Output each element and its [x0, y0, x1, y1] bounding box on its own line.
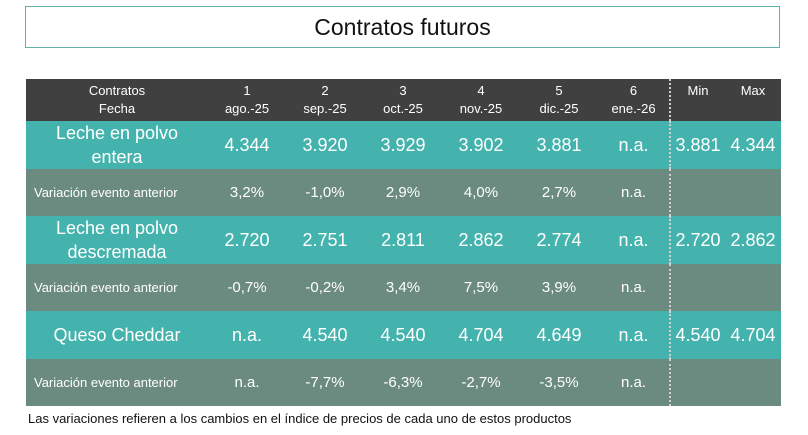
product-row-queso-cheddar: Queso Cheddar n.a. 4.540 4.540 4.704 4.6… [26, 311, 781, 359]
contract-number: 1 [243, 83, 251, 98]
variation-cell: -2,7% [461, 374, 501, 391]
price-cell: 2.774 [536, 229, 582, 250]
price-cell: n.a. [231, 324, 263, 345]
variation-cell: -3,5% [539, 374, 579, 391]
header-contract-1: 1 ago.-25 [208, 79, 286, 121]
empty-cell [725, 359, 781, 406]
contract-date: dic.-25 [539, 101, 579, 116]
price-cell: 3.881 [536, 134, 582, 155]
product-row-leche-descremada: Leche en polvo descremada 2.720 2.751 2.8… [26, 216, 781, 264]
price-cell: 4.540 [380, 324, 426, 345]
contract-date: sep.-25 [303, 101, 347, 116]
price-cell: n.a. [598, 121, 671, 169]
product-name-line2: entera [91, 147, 143, 167]
contract-number: 2 [321, 83, 329, 98]
contract-number: 3 [399, 83, 407, 98]
contract-date: ene.-26 [611, 101, 656, 116]
price-cell: 3.920 [302, 134, 348, 155]
min-label: Min [687, 83, 709, 98]
variation-label: Variación evento anterior [34, 375, 178, 390]
price-cell: n.a. [598, 216, 671, 264]
variation-cell: -1,0% [305, 184, 345, 201]
contract-number: 5 [555, 83, 563, 98]
empty-cell [670, 264, 725, 311]
variation-cell: n.a. [598, 359, 671, 406]
variation-row-queso-cheddar: Variación evento anterior n.a. -7,7% -6,… [26, 359, 781, 406]
product-name: Queso Cheddar [26, 311, 208, 359]
min-cell: 2.720 [675, 229, 721, 250]
price-cell: 2.811 [381, 229, 425, 250]
header-contract-4: 4 nov.-25 [442, 79, 520, 121]
empty-cell [725, 264, 781, 311]
contract-number: 4 [477, 83, 485, 98]
variation-cell: 3,9% [541, 279, 577, 296]
header-contratos-fecha: Contratos Fecha [26, 79, 208, 121]
contract-number: 6 [629, 83, 638, 98]
product-name-line1: Leche en polvo [55, 218, 179, 238]
price-cell: 2.720 [224, 229, 270, 250]
price-cell: 3.929 [380, 134, 426, 155]
product-name: Leche en polvo entera [26, 121, 208, 169]
futures-table: Contratos Fecha 1 ago.-25 2 sep.-25 3 oct.-… [26, 79, 781, 406]
header-fecha-label: Fecha [98, 101, 136, 116]
price-cell: 4.704 [458, 324, 504, 345]
variation-cell: 7,5% [463, 279, 499, 296]
empty-cell [725, 169, 781, 216]
product-row-leche-entera: Leche en polvo entera 4.344 3.920 3.929 3… [26, 121, 781, 169]
variation-cell: 4,0% [463, 184, 499, 201]
product-name-line1: Queso Cheddar [53, 325, 181, 345]
contract-date: oct.-25 [383, 101, 423, 116]
variation-cell: n.a. [598, 264, 671, 311]
variation-cell: 3,2% [229, 184, 265, 201]
product-name: Leche en polvo descremada [26, 216, 208, 264]
variation-cell: -0,7% [227, 279, 267, 296]
price-cell: 2.862 [458, 229, 504, 250]
price-cell: 4.540 [302, 324, 348, 345]
product-name-line2: descremada [67, 242, 167, 262]
price-cell: 4.344 [224, 134, 270, 155]
page-title: Contratos futuros [25, 6, 780, 48]
min-cell: 4.540 [675, 324, 721, 345]
variation-row-leche-descremada: Variación evento anterior -0,7% -0,2% 3,… [26, 264, 781, 311]
price-cell: 2.751 [302, 229, 348, 250]
contract-date: ago.-25 [224, 101, 270, 116]
max-cell: 4.344 [730, 134, 776, 155]
footnote: Las variaciones refieren a los cambios e… [28, 411, 572, 426]
variation-cell: 2,7% [541, 184, 577, 201]
variation-cell: -6,3% [383, 374, 423, 391]
max-label: Max [740, 83, 766, 98]
empty-cell [670, 359, 725, 406]
min-cell: 3.881 [675, 134, 721, 155]
product-name-line1: Leche en polvo [55, 123, 179, 143]
header-min: Min [670, 79, 725, 121]
variation-cell: -7,7% [305, 374, 345, 391]
max-cell: 4.704 [730, 324, 776, 345]
variation-cell: 3,4% [385, 279, 421, 296]
header-contract-3: 3 oct.-25 [364, 79, 442, 121]
price-cell: 4.649 [536, 324, 582, 345]
header-contract-6: 6 ene.-26 [598, 79, 671, 121]
variation-cell: -0,2% [305, 279, 345, 296]
table-header-row: Contratos Fecha 1 ago.-25 2 sep.-25 3 oct.-… [26, 79, 781, 121]
variation-label: Variación evento anterior [34, 185, 178, 200]
variation-label: Variación evento anterior [34, 280, 178, 295]
empty-cell [670, 169, 725, 216]
variation-row-leche-entera: Variación evento anterior 3,2% -1,0% 2,9… [26, 169, 781, 216]
header-contract-2: 2 sep.-25 [286, 79, 364, 121]
price-cell: 3.902 [458, 134, 504, 155]
header-contract-5: 5 dic.-25 [520, 79, 598, 121]
max-cell: 2.862 [730, 229, 776, 250]
contract-date: nov.-25 [459, 101, 503, 116]
variation-cell: n.a. [598, 169, 671, 216]
header-max: Max [725, 79, 781, 121]
price-cell: n.a. [598, 311, 671, 359]
variation-cell: 2,9% [385, 184, 421, 201]
header-contratos-label: Contratos [88, 83, 146, 98]
variation-cell: n.a. [234, 374, 260, 391]
